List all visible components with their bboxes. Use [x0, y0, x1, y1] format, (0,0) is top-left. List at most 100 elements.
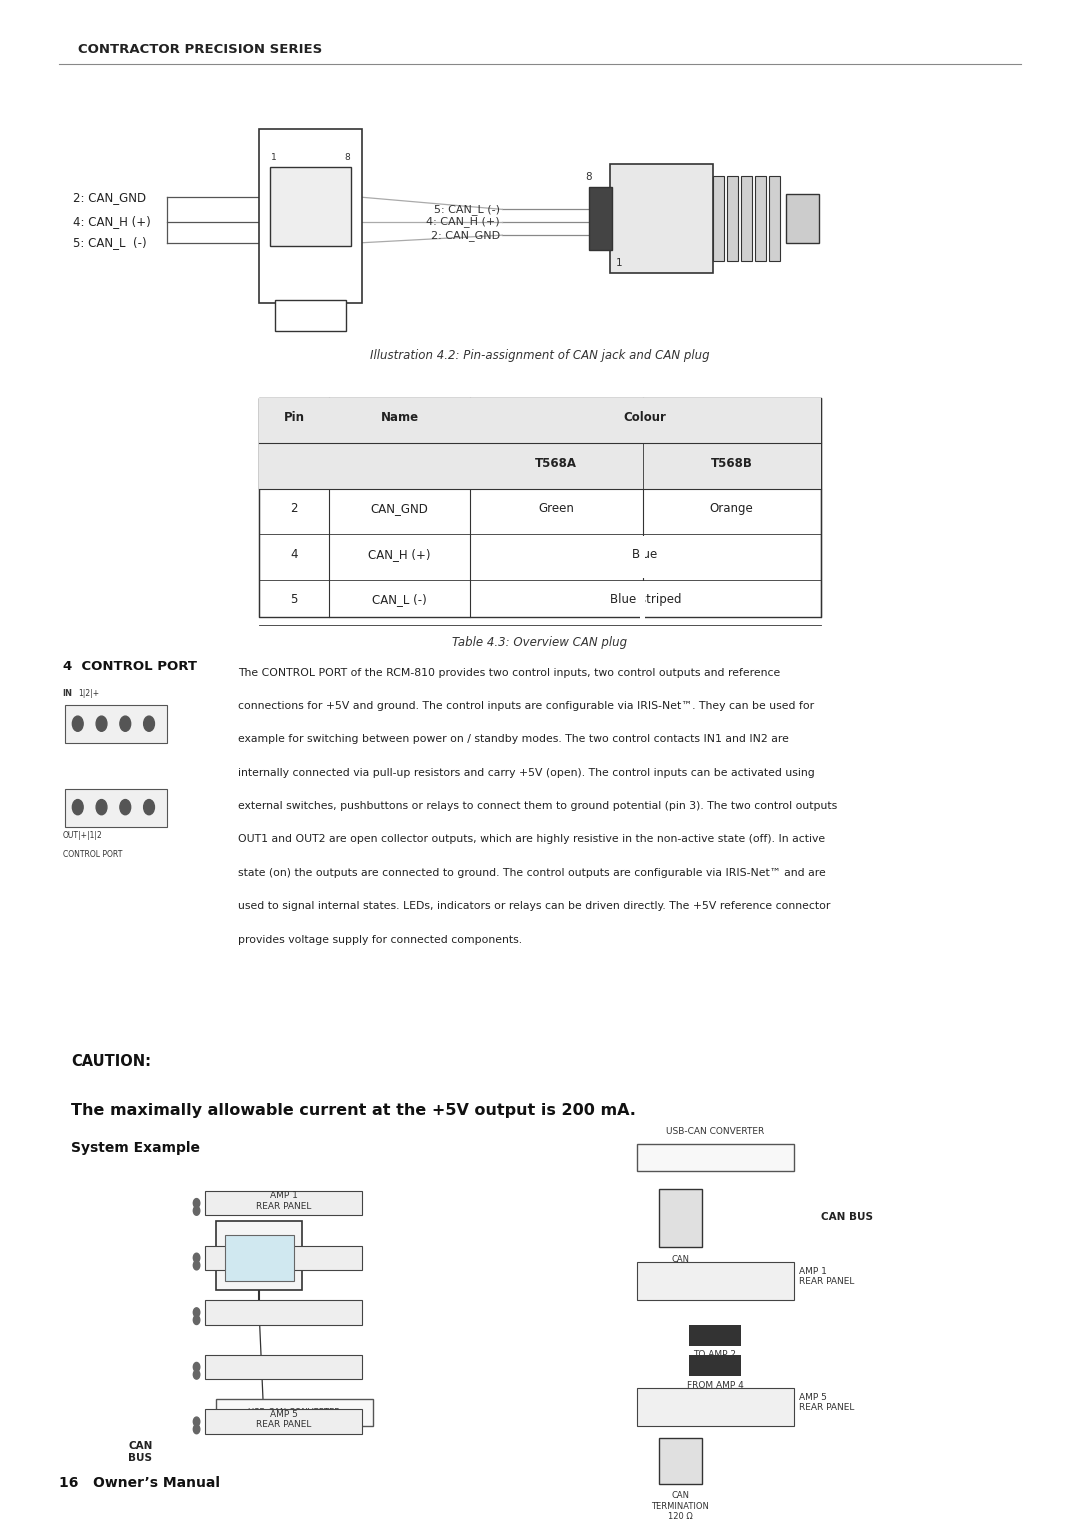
Circle shape	[144, 716, 154, 731]
Text: used to signal internal states. LEDs, indicators or relays can be driven directl: used to signal internal states. LEDs, in…	[238, 901, 829, 912]
Text: 5: CAN_L  (-): 5: CAN_L (-)	[73, 237, 147, 249]
Bar	[659, 1190, 702, 1248]
Text: USB: USB	[247, 1318, 271, 1328]
Text: 5: CAN_L (-): 5: CAN_L (-)	[434, 205, 500, 215]
Circle shape	[193, 1425, 200, 1434]
Text: Blue striped: Blue striped	[609, 592, 681, 606]
Bar	[225, 1235, 294, 1281]
Text: Name: Name	[380, 411, 419, 425]
Text: AMP 5
REAR PANEL: AMP 5 REAR PANEL	[256, 1409, 311, 1429]
Text: The maximally allowable current at the +5V output is 200 mA.: The maximally allowable current at the +…	[71, 1102, 636, 1118]
Text: AMP 1
REAR PANEL: AMP 1 REAR PANEL	[799, 1267, 854, 1286]
Bar	[769, 176, 780, 261]
Text: AMP 5
REAR PANEL: AMP 5 REAR PANEL	[799, 1393, 854, 1412]
Text: 5: 5	[291, 592, 298, 606]
Text: 1: 1	[616, 258, 622, 267]
Bar	[727, 176, 738, 261]
Circle shape	[144, 800, 154, 815]
Bar	[270, 166, 351, 246]
Text: Illustration 4.2: Pin-assignment of CAN jack and CAN plug: Illustration 4.2: Pin-assignment of CAN …	[370, 350, 710, 362]
Text: 4  CONTROL PORT: 4 CONTROL PORT	[63, 660, 197, 673]
Circle shape	[193, 1261, 200, 1270]
Text: provides voltage supply for connected components.: provides voltage supply for connected co…	[238, 935, 522, 945]
Text: CAN_H (+): CAN_H (+)	[368, 548, 431, 560]
Text: 2: CAN_GND: 2: CAN_GND	[431, 229, 500, 241]
Bar	[659, 1438, 702, 1484]
Circle shape	[193, 1315, 200, 1324]
Bar	[205, 1191, 362, 1215]
Bar	[589, 186, 612, 250]
Text: System Example: System Example	[71, 1141, 200, 1154]
Circle shape	[193, 1417, 200, 1426]
Bar	[713, 176, 724, 261]
Text: CAN
BUS: CAN BUS	[129, 1441, 152, 1463]
Bar	[259, 443, 821, 489]
Bar	[637, 1388, 794, 1426]
Circle shape	[193, 1199, 200, 1208]
Text: TO AMP 2: TO AMP 2	[693, 1350, 737, 1359]
Bar	[640, 536, 645, 579]
Bar	[637, 1144, 794, 1171]
Bar	[741, 176, 752, 261]
Circle shape	[96, 800, 107, 815]
Text: 2: CAN_GND: 2: CAN_GND	[73, 191, 147, 203]
Bar	[65, 705, 167, 744]
Text: CONTRACTOR PRECISION SERIES: CONTRACTOR PRECISION SERIES	[78, 43, 322, 56]
Text: OUT|+|1|2: OUT|+|1|2	[63, 831, 103, 840]
Text: Pin: Pin	[284, 411, 305, 425]
Bar	[216, 1222, 302, 1290]
Bar	[640, 582, 645, 623]
Text: state (on) the outputs are connected to ground. The control outputs are configur: state (on) the outputs are connected to …	[238, 867, 825, 878]
Circle shape	[193, 1206, 200, 1215]
Bar	[205, 1246, 362, 1270]
Circle shape	[193, 1254, 200, 1263]
Text: 4: 4	[291, 548, 298, 560]
Bar	[786, 194, 819, 243]
Bar	[755, 176, 766, 261]
Text: CAN BUS: CAN BUS	[821, 1212, 873, 1222]
Text: example for switching between power on / standby modes. The two control contacts: example for switching between power on /…	[238, 734, 788, 744]
Text: USB-CAN CONVERTER: USB-CAN CONVERTER	[248, 1408, 340, 1417]
Text: CAN
TERMINATION
120 Ω: CAN TERMINATION 120 Ω	[651, 1492, 710, 1521]
Bar	[65, 789, 167, 826]
Text: 4: CAN_H (+): 4: CAN_H (+)	[427, 215, 500, 228]
Text: internally connected via pull-up resistors and carry +5V (open). The control inp: internally connected via pull-up resisto…	[238, 768, 814, 777]
Text: 1: 1	[271, 153, 276, 162]
Text: IN: IN	[63, 689, 72, 698]
Text: OUT1 and OUT2 are open collector outputs, which are highly resistive in the non-: OUT1 and OUT2 are open collector outputs…	[238, 834, 825, 844]
Circle shape	[193, 1362, 200, 1371]
Text: 2: 2	[291, 502, 298, 515]
Circle shape	[72, 800, 83, 815]
Bar	[216, 1399, 373, 1426]
Text: 8: 8	[585, 173, 592, 182]
Text: 16   Owner’s Manual: 16 Owner’s Manual	[59, 1477, 220, 1490]
Text: Green: Green	[538, 502, 575, 515]
Bar	[275, 301, 346, 331]
Text: CAN_GND: CAN_GND	[370, 502, 429, 515]
Text: USB-CAN CONVERTER: USB-CAN CONVERTER	[666, 1127, 765, 1136]
Bar	[205, 1409, 362, 1434]
Text: Orange: Orange	[710, 502, 754, 515]
Text: CAN_L (-): CAN_L (-)	[373, 592, 427, 606]
Text: Table 4.3: Overview CAN plug: Table 4.3: Overview CAN plug	[453, 635, 627, 649]
Bar	[689, 1324, 741, 1345]
Text: 8: 8	[345, 153, 350, 162]
Bar	[205, 1354, 362, 1379]
Bar	[689, 1354, 741, 1376]
Text: external switches, pushbuttons or relays to connect them to ground potential (pi: external switches, pushbuttons or relays…	[238, 802, 837, 811]
Text: 4: CAN_H (+): 4: CAN_H (+)	[73, 215, 151, 228]
Text: connections for +5V and ground. The control inputs are configurable via IRIS-Net: connections for +5V and ground. The cont…	[238, 701, 813, 712]
Bar	[259, 397, 821, 443]
Text: 1|2|+: 1|2|+	[78, 689, 99, 698]
Text: FROM AMP 4: FROM AMP 4	[687, 1380, 743, 1390]
Bar	[221, 1301, 297, 1313]
Text: CAN
TERMINATION
120 Ω: CAN TERMINATION 120 Ω	[651, 1255, 710, 1284]
Bar	[259, 128, 362, 304]
Bar	[205, 1299, 362, 1324]
Text: AMP 1
REAR PANEL: AMP 1 REAR PANEL	[256, 1191, 311, 1211]
Text: T568A: T568A	[536, 457, 577, 470]
Bar	[610, 163, 713, 273]
Circle shape	[120, 716, 131, 731]
Text: Colour: Colour	[624, 411, 666, 425]
Circle shape	[120, 800, 131, 815]
